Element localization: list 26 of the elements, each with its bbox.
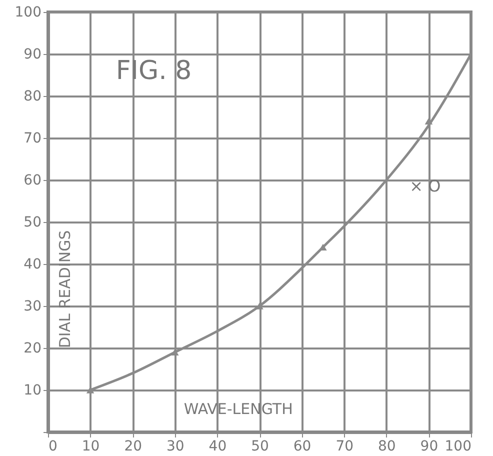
x-tick-label: 30 — [166, 438, 184, 454]
x-tick-label: 50 — [251, 438, 269, 454]
y-tick-label: 70 — [24, 130, 42, 146]
x-tick-label: 20 — [124, 438, 142, 454]
x-tick-label: 10 — [82, 438, 100, 454]
y-tick-label: 20 — [24, 340, 42, 356]
x-tick-label: 40 — [208, 438, 227, 454]
y-tick-label: 90 — [24, 46, 42, 62]
y-tick-label: 30 — [24, 298, 42, 314]
y-tick-label: 100 — [14, 4, 42, 20]
x-tick-label: 80 — [378, 438, 396, 454]
x-tick-label: 90 — [420, 438, 438, 454]
y-tick-label: 80 — [24, 88, 42, 104]
x-tick-label: 0 — [48, 438, 58, 454]
point — [171, 348, 179, 356]
y-tick-label: 60 — [24, 172, 42, 188]
y-tick-label: 40 — [24, 256, 42, 272]
point — [256, 302, 264, 310]
y-tick-label: 10 — [24, 382, 42, 398]
point — [319, 244, 327, 251]
x-tick-label: 70 — [336, 438, 354, 454]
y-tick-label: 50 — [24, 214, 42, 230]
point — [424, 118, 433, 125]
x-tick-label: 100 — [444, 438, 472, 454]
x-tick-label: 60 — [293, 438, 312, 454]
y-axis-title: DIAL READINGS — [56, 230, 74, 348]
